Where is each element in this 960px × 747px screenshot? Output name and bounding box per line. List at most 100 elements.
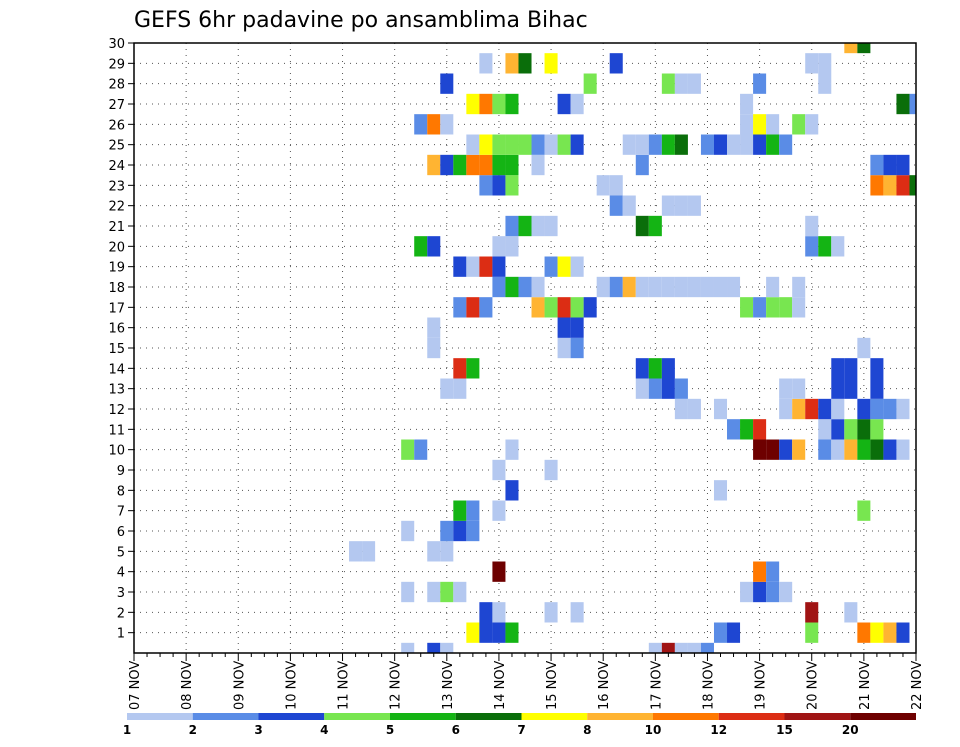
precip-cell <box>479 154 493 176</box>
precip-cell <box>453 256 467 277</box>
x-tick-label: 07 NOV <box>128 661 143 710</box>
precip-cell <box>479 602 493 623</box>
precip-cell <box>401 642 415 653</box>
precip-cell <box>492 500 506 521</box>
precip-cell <box>661 73 675 94</box>
precip-cell <box>687 195 701 216</box>
precip-cell <box>883 439 897 460</box>
precip-cell <box>557 337 571 359</box>
precip-cell <box>779 398 793 420</box>
precip-cell <box>766 581 780 603</box>
precip-cell <box>883 622 897 643</box>
precip-cell <box>505 236 519 257</box>
precip-cell <box>531 154 545 176</box>
precip-cell <box>596 175 610 196</box>
y-tick-label: 4 <box>117 566 125 581</box>
precip-cell <box>818 419 832 440</box>
precip-cell <box>896 622 910 643</box>
y-tick-label: 17 <box>108 301 125 316</box>
precip-cell <box>857 43 871 54</box>
y-tick-label: 13 <box>108 383 125 398</box>
precip-cell <box>544 256 558 277</box>
precip-cell <box>857 439 871 460</box>
precip-cell <box>661 378 675 399</box>
precip-cell <box>518 276 532 298</box>
precip-cell <box>635 358 649 379</box>
precip-cell <box>531 276 545 298</box>
precip-cell <box>805 114 819 135</box>
precip-cell <box>531 215 545 237</box>
precip-cell <box>831 439 845 460</box>
x-tick-label: 12 NOV <box>389 661 404 710</box>
precip-cell <box>440 581 454 603</box>
precip-cell <box>466 358 480 379</box>
precip-cell <box>427 581 441 603</box>
precip-cell <box>687 642 701 653</box>
precip-cell <box>753 581 767 603</box>
precip-cell <box>427 114 441 135</box>
precip-cell <box>766 439 780 460</box>
precip-cell <box>505 154 519 176</box>
precip-cell <box>792 398 806 420</box>
precip-cell <box>740 114 754 135</box>
precip-cell <box>583 73 597 94</box>
precip-cell <box>466 256 480 277</box>
precip-cell <box>661 195 675 216</box>
precip-cell <box>440 541 454 562</box>
precip-cell <box>896 398 910 420</box>
precip-cell <box>414 439 428 460</box>
precip-cell <box>727 419 741 440</box>
precip-cell <box>687 398 701 420</box>
precip-cell <box>401 439 415 460</box>
precip-cell <box>557 134 571 155</box>
precip-cell <box>466 93 480 115</box>
precip-cell <box>362 541 376 562</box>
precip-cell <box>909 175 916 196</box>
y-tick-label: 30 <box>108 37 125 52</box>
precip-cell <box>753 134 767 155</box>
precip-cell <box>440 114 454 135</box>
precip-cell <box>479 256 493 277</box>
precip-cell <box>883 175 897 196</box>
precip-cell <box>687 276 701 298</box>
precip-cell <box>857 500 871 521</box>
precip-cell <box>844 378 858 399</box>
precip-cell <box>531 297 545 318</box>
precip-cell <box>844 43 858 54</box>
y-tick-label: 9 <box>117 464 125 479</box>
precip-cell <box>401 520 415 542</box>
x-tick-label: 18 NOV <box>701 661 716 710</box>
precip-cell <box>492 256 506 277</box>
precip-cell <box>661 642 675 653</box>
precip-cell <box>857 398 871 420</box>
colorbar-swatch <box>850 713 916 720</box>
precip-cell <box>635 215 649 237</box>
precip-cell <box>557 317 571 338</box>
precip-cell <box>740 419 754 440</box>
precip-cell <box>805 622 819 643</box>
precip-cell <box>857 622 871 643</box>
precip-cell <box>648 358 662 379</box>
precip-cell <box>818 53 832 74</box>
precip-cell <box>740 297 754 318</box>
precip-cell <box>648 642 662 653</box>
precip-cell <box>544 602 558 623</box>
precip-cell <box>479 93 493 115</box>
x-tick-label: 17 NOV <box>649 661 664 710</box>
y-tick-label: 24 <box>108 159 125 174</box>
precip-cell <box>505 175 519 196</box>
precip-cell <box>727 622 741 643</box>
colorbar-swatch <box>718 713 785 720</box>
y-tick-label: 28 <box>108 78 125 93</box>
precip-cell <box>792 297 806 318</box>
precip-cell <box>779 297 793 318</box>
precip-cell <box>492 93 506 115</box>
y-tick-label: 22 <box>108 200 125 215</box>
precip-cell <box>440 378 454 399</box>
precip-cell <box>505 480 519 501</box>
y-tick-label: 25 <box>108 139 125 154</box>
precip-cell <box>453 297 467 318</box>
colorbar-swatch <box>258 713 325 720</box>
precip-cell <box>453 520 467 542</box>
